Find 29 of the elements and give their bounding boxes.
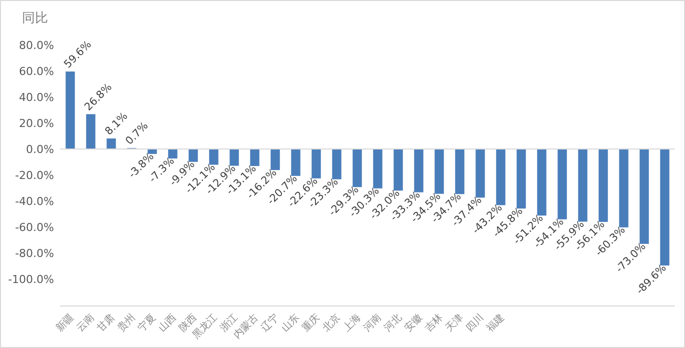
x-tick-label: 安徽 xyxy=(402,312,425,334)
y-tick-label: 40.0% xyxy=(19,91,54,104)
y-axis-title: 同比 xyxy=(22,11,48,26)
x-tick-label: 河南 xyxy=(361,312,384,334)
y-tick-label: -100.0% xyxy=(8,273,54,286)
y-tick-label: 0.0% xyxy=(26,143,54,156)
y-tick-label: 80.0% xyxy=(19,39,54,52)
x-tick-label: 辽宁 xyxy=(258,312,282,334)
x-tick-label: 贵州 xyxy=(115,312,138,334)
y-tick-label: 60.0% xyxy=(19,65,54,78)
x-tick-label: 云南 xyxy=(74,312,97,334)
x-tick-label: 天津 xyxy=(443,312,466,334)
x-tick-label: 宁夏 xyxy=(136,312,158,334)
y-tick-label: -40.0% xyxy=(15,195,54,208)
y-tick-label: 20.0% xyxy=(19,117,54,130)
y-tick-label: -20.0% xyxy=(15,169,54,182)
x-tick-label: 新疆 xyxy=(54,312,76,334)
x-tick-label: 山西 xyxy=(156,312,179,334)
x-tick-label: 四川 xyxy=(464,312,486,334)
x-tick-label: 上海 xyxy=(340,312,364,334)
x-tick-label: 重庆 xyxy=(300,312,322,334)
y-tick-label: -80.0% xyxy=(15,247,54,260)
x-tick-label: 吉林 xyxy=(422,312,446,334)
x-tick-label: 福建 xyxy=(484,312,507,334)
y-tick-label: -60.0% xyxy=(15,221,54,234)
x-tick-label: 河北 xyxy=(382,312,404,334)
x-tick-label: 甘肃 xyxy=(94,312,118,334)
x-tick-label: 山东 xyxy=(279,312,302,334)
x-tick-label: 北京 xyxy=(320,312,343,334)
